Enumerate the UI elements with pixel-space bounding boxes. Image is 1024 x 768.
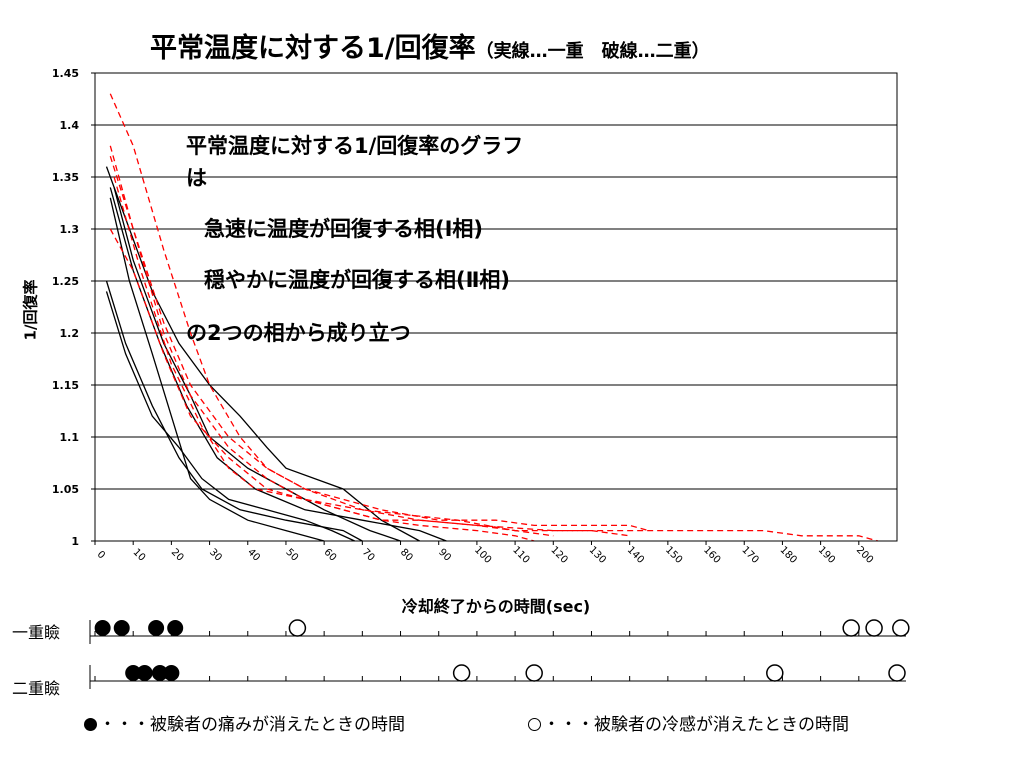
legend-hollow-text: ・・・被験者の冷感が消えたときの時間 — [543, 715, 849, 735]
y-tick-label: 1.4 — [60, 119, 80, 132]
x-tick-label: 120 — [548, 545, 569, 566]
pain-gone-marker — [151, 665, 168, 681]
y-tick-label: 1.45 — [52, 67, 79, 80]
x-tick-label: 100 — [472, 545, 493, 566]
chart-title-sub: （実線…一重 破線…二重） — [475, 41, 710, 62]
cold-gone-marker — [525, 664, 543, 682]
legend-hollow: ・・・被験者の冷感が消えたときの時間 — [528, 710, 849, 735]
x-tick-label: 60 — [322, 547, 339, 564]
x-tick-label: 190 — [816, 545, 837, 566]
pain-gone-marker — [136, 665, 153, 681]
x-tick-label: 90 — [436, 547, 453, 564]
cold-gone-marker — [865, 619, 883, 637]
pain-gone-marker — [113, 620, 130, 636]
x-tick-label: 30 — [207, 547, 224, 564]
chart-title: 平常温度に対する1/回復率（実線…一重 破線…二重） — [150, 26, 710, 65]
row-label-double-eyelid: 二重瞼 — [12, 679, 61, 698]
series-line-5 — [109, 197, 325, 542]
y-axis-label: 1/回復率 — [21, 279, 40, 341]
legend-filled: ・・・被験者の痛みが消えたときの時間 — [84, 710, 405, 735]
x-tick-label: 160 — [701, 545, 722, 566]
cold-gone-marker — [892, 619, 910, 637]
cold-gone-marker — [766, 664, 784, 682]
annotation-line-1: 平常温度に対する1/回復率のグラフ — [186, 134, 524, 158]
annotation-line-2: は — [186, 166, 207, 190]
annotation-line-3: 急速に温度が回復する相(Ⅰ相) — [204, 217, 484, 241]
y-tick-label: 1.1 — [60, 431, 80, 444]
x-tick-label: 20 — [169, 547, 186, 564]
chart-title-main: 平常温度に対する1/回復率 — [150, 33, 476, 64]
plot-frame — [94, 72, 898, 542]
annotation-line-5: の2つの相から成り立つ — [186, 321, 411, 345]
x-tick-label: 10 — [131, 547, 148, 564]
x-tick-label: 110 — [510, 545, 531, 566]
x-tick-label: 170 — [739, 545, 760, 566]
series-line-4 — [105, 291, 355, 542]
pain-gone-marker — [94, 620, 111, 636]
cold-gone-marker — [452, 664, 471, 682]
y-tick-label: 1.05 — [52, 483, 79, 496]
y-tick-label: 1.35 — [52, 171, 79, 184]
cold-gone-marker — [842, 619, 860, 637]
pain-gone-marker — [163, 665, 180, 681]
x-tick-label: 0 — [95, 549, 107, 561]
series-line-11 — [113, 176, 554, 537]
series-line-2 — [113, 187, 401, 542]
series-line-10 — [109, 228, 535, 542]
timelines — [89, 619, 910, 689]
cold-gone-marker — [888, 664, 906, 682]
x-tick-label: 70 — [360, 547, 377, 564]
series-line-7 — [109, 93, 879, 542]
pain-gone-marker — [167, 620, 184, 636]
series-lines — [105, 93, 879, 542]
row-label-single-eyelid: 一重瞼 — [12, 623, 61, 642]
y-tick-label: 1.3 — [60, 223, 80, 236]
hollow-circle-icon — [528, 718, 541, 731]
annotation-line-4: 穏やかに温度が回復する相(Ⅱ相) — [204, 268, 511, 292]
y-tick-label: 1.2 — [60, 327, 80, 340]
x-tick-label: 40 — [245, 547, 262, 564]
x-axis-label: 冷却終了からの時間(sec) — [401, 597, 591, 616]
pain-gone-marker — [125, 665, 142, 681]
x-tick-label: 140 — [625, 545, 646, 566]
y-tick-label: 1.25 — [52, 275, 79, 288]
cold-gone-marker — [288, 619, 307, 637]
x-tick-label: 150 — [663, 545, 684, 566]
x-tick-label: 50 — [283, 547, 300, 564]
y-tick-label: 1.15 — [52, 379, 79, 392]
series-line-1 — [105, 166, 420, 542]
y-tick-label: 1 — [71, 535, 79, 548]
x-tick-label: 180 — [778, 545, 799, 566]
legend-filled-text: ・・・被験者の痛みが消えたときの時間 — [99, 715, 405, 735]
pain-gone-marker — [148, 620, 165, 636]
x-tick-label: 130 — [587, 545, 608, 566]
x-tick-label: 200 — [854, 545, 875, 566]
x-tick-label: 80 — [398, 547, 415, 564]
filled-circle-icon — [84, 718, 97, 731]
